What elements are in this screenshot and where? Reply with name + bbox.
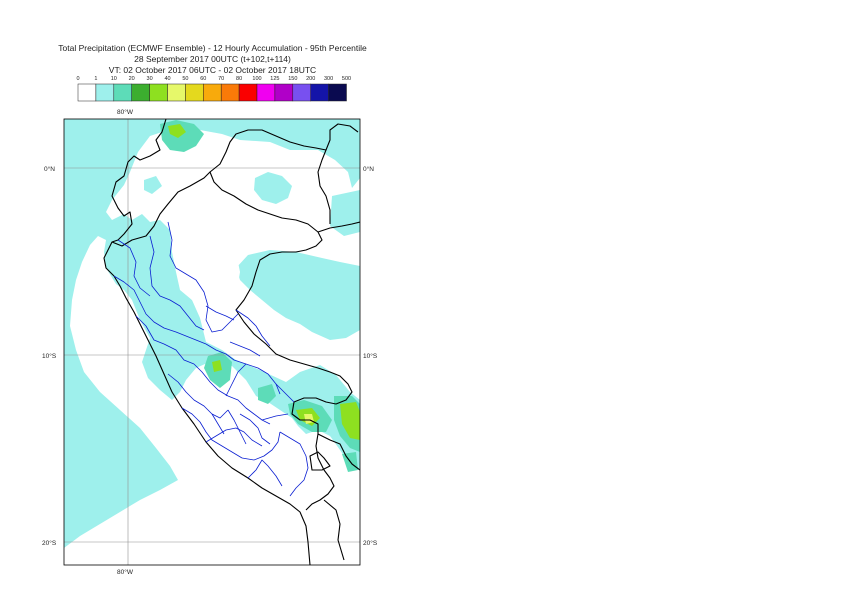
lat-label-10s-left: 10°S <box>42 352 57 360</box>
valid-time: VT: 02 October 2017 06UTC - 02 October 2… <box>108 65 317 75</box>
precip-light-field <box>64 119 360 548</box>
lat-label-0-left: 0°N <box>44 165 55 173</box>
lon-label-bottom: 80°W <box>117 568 134 576</box>
graticule <box>64 119 360 565</box>
lon-label-top: 80°W <box>117 108 134 116</box>
lat-label-20s-right: 20°S <box>363 539 378 547</box>
lat-label-20s-left: 20°S <box>42 539 57 547</box>
lat-label-0-right: 0°N <box>363 165 374 173</box>
base-time: 28 September 2017 00UTC (t+102,t+114) <box>134 54 291 64</box>
precip-peak-cell <box>304 414 314 424</box>
region-boundaries <box>113 221 309 497</box>
map-frame <box>63 118 361 566</box>
lat-label-10s-right: 10°S <box>363 352 378 360</box>
map-title: Total Precipitation (ECMWF Ensemble) - 1… <box>58 43 367 53</box>
